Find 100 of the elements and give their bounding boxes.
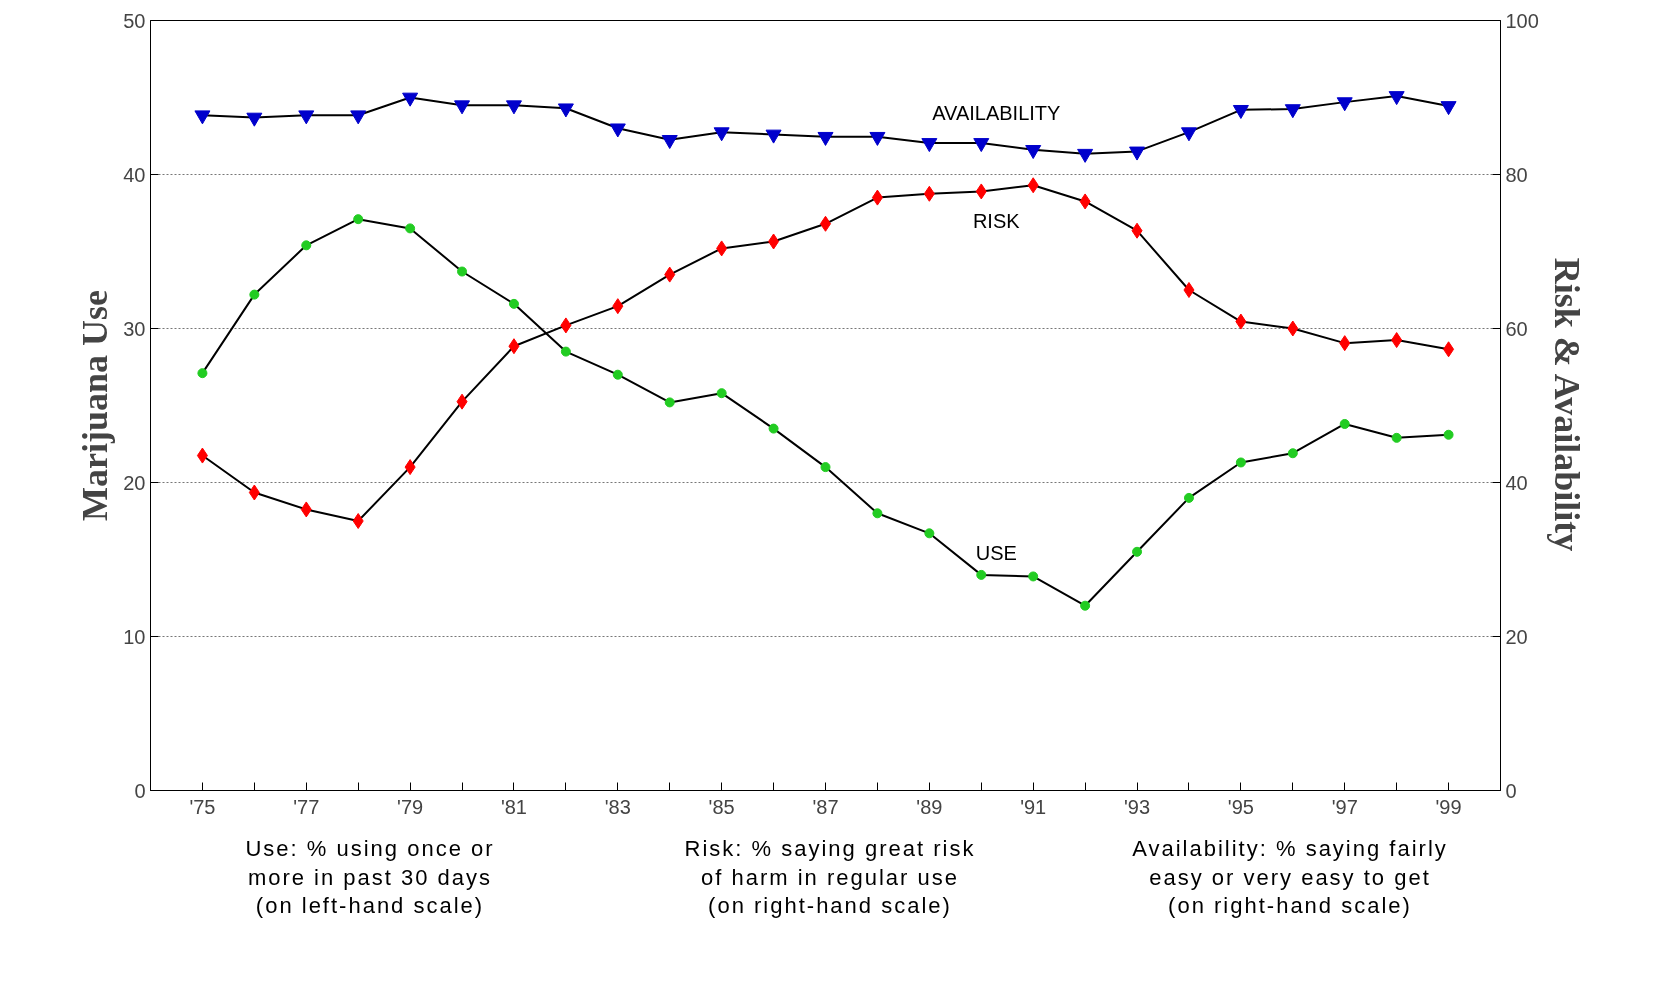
point (975, 183, 987, 200)
point (1027, 177, 1039, 194)
point (872, 508, 883, 519)
point (612, 298, 624, 315)
point (1132, 546, 1143, 557)
text: Use: % using once or more in past 30 days (on left-hand scale) (245, 835, 495, 921)
point (1025, 145, 1042, 160)
point (1388, 91, 1405, 106)
point (661, 135, 678, 150)
x-tick-label: '75 (189, 795, 216, 818)
text: Availability: % saying fairly easy or very easy to get (on right-hand scale) (1132, 835, 1448, 921)
point (1391, 432, 1402, 443)
y2-tick-label: 40 (1505, 471, 1528, 494)
point (505, 100, 522, 115)
point (560, 346, 571, 357)
point (457, 266, 468, 277)
point (817, 131, 834, 146)
y-tick-label: 30 (123, 317, 146, 340)
point (1235, 313, 1247, 330)
point (1232, 104, 1249, 119)
point (352, 513, 364, 529)
point (1443, 341, 1455, 358)
x-tick-label: '89 (916, 795, 943, 818)
x-tick-label: '95 (1227, 795, 1254, 818)
x-tick-label: '83 (604, 795, 631, 818)
point (196, 447, 208, 464)
y2-tick-label: 60 (1505, 317, 1528, 340)
y-tick-label: 10 (123, 625, 146, 648)
y-tick-label: 20 (123, 471, 146, 494)
point (923, 185, 935, 202)
y-tick-label: 50 (123, 9, 146, 32)
point (1028, 571, 1039, 582)
point (973, 138, 990, 153)
y2-tick-label: 20 (1505, 625, 1528, 648)
point (1287, 448, 1298, 459)
point (976, 569, 987, 580)
point (454, 100, 471, 115)
point (246, 112, 263, 127)
point (716, 388, 727, 399)
point (1443, 429, 1454, 440)
x-tick-label: '91 (1020, 795, 1047, 818)
x-tick-label: '97 (1331, 795, 1358, 818)
point (402, 92, 419, 107)
point (1077, 148, 1094, 163)
point (1339, 418, 1350, 429)
y2-tick-label: 0 (1505, 779, 1517, 802)
point (612, 369, 623, 380)
point (249, 289, 260, 300)
point (248, 484, 260, 501)
point (924, 528, 935, 539)
series-label: USE (975, 541, 1017, 564)
point (508, 298, 519, 309)
y-axis-title: Marijuana Use (75, 289, 116, 521)
point (1079, 193, 1091, 210)
point (1336, 97, 1353, 112)
point (768, 233, 780, 250)
series-label: RISK (972, 210, 1021, 233)
x-tick-label: '85 (708, 795, 735, 818)
y2-axis-title: Risk & Availability (1546, 257, 1587, 552)
point (197, 368, 208, 379)
point (1339, 335, 1351, 352)
point (1180, 127, 1197, 142)
point (765, 129, 782, 144)
point (820, 462, 831, 473)
point (350, 110, 367, 125)
point (1131, 222, 1143, 239)
point (1391, 332, 1403, 349)
point (609, 123, 626, 138)
point (456, 393, 468, 410)
point (405, 223, 416, 234)
point (300, 501, 312, 518)
x-tick-label: '79 (397, 795, 424, 818)
point (301, 240, 312, 251)
x-tick-label: '77 (293, 795, 320, 818)
point (560, 317, 572, 334)
y-tick-label: 40 (123, 163, 146, 186)
x-tick-label: '99 (1435, 795, 1462, 818)
point (1183, 282, 1195, 298)
point (194, 110, 211, 125)
point (508, 338, 520, 355)
y2-tick-label: 100 (1505, 9, 1539, 32)
point (871, 189, 883, 206)
x-tick-label: '81 (500, 795, 528, 818)
point (1129, 146, 1146, 161)
point (921, 138, 938, 153)
point (869, 131, 886, 146)
y-tick-label: 0 (134, 779, 146, 802)
point (1235, 457, 1246, 468)
point (1183, 492, 1194, 503)
point (664, 266, 676, 283)
point (716, 240, 728, 257)
point (1080, 600, 1091, 611)
x-tick-label: '87 (812, 795, 839, 818)
series-label: AVAILABILITY (932, 101, 1061, 124)
text: Risk: % saying great risk of harm in regular use (on right-hand scale) (684, 835, 976, 921)
point (664, 397, 675, 408)
point (298, 110, 315, 125)
point (1287, 320, 1299, 337)
point (1440, 101, 1457, 116)
point (353, 214, 364, 225)
